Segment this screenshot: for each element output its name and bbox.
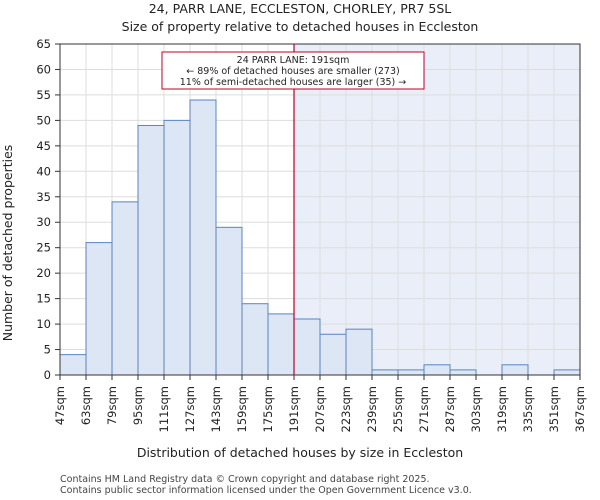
y-tick-label: 55 bbox=[36, 88, 51, 102]
y-tick-label: 45 bbox=[36, 139, 51, 153]
histogram-bar bbox=[293, 318, 321, 376]
x-tick-label: 271sqm bbox=[417, 386, 431, 432]
y-tick-label: 0 bbox=[44, 368, 51, 382]
annotation-smaller: ← 89% of detached houses are smaller (27… bbox=[186, 66, 399, 77]
histogram-bar bbox=[397, 369, 425, 376]
x-tick-label: 111sqm bbox=[157, 386, 171, 432]
y-tick-label: 65 bbox=[36, 37, 51, 51]
x-tick-label: 223sqm bbox=[339, 386, 353, 432]
x-tick-label: 255sqm bbox=[391, 386, 405, 432]
y-tick-label: 60 bbox=[36, 62, 51, 76]
x-tick-label: 335sqm bbox=[521, 386, 535, 432]
histogram-bar bbox=[59, 354, 87, 376]
histogram-bar bbox=[423, 364, 451, 376]
histogram-bar bbox=[267, 313, 295, 376]
histogram-bar bbox=[215, 226, 243, 376]
histogram-bar bbox=[371, 369, 399, 376]
x-tick-label: 159sqm bbox=[235, 386, 249, 432]
x-tick-label: 239sqm bbox=[365, 386, 379, 432]
histogram-bar bbox=[241, 303, 269, 376]
histogram-bar bbox=[163, 119, 191, 376]
histogram-bar bbox=[501, 364, 529, 376]
y-tick-label: 5 bbox=[44, 343, 51, 357]
x-tick-label: 319sqm bbox=[495, 386, 509, 432]
x-tick-label: 303sqm bbox=[469, 386, 483, 432]
annotation-box bbox=[161, 51, 425, 90]
x-tick-label: 207sqm bbox=[313, 386, 327, 432]
histogram-bar bbox=[553, 369, 581, 376]
highlight-region bbox=[294, 44, 580, 375]
histogram-bar bbox=[319, 333, 347, 376]
y-tick-label: 40 bbox=[36, 164, 51, 178]
histogram-bar bbox=[189, 99, 217, 376]
x-tick-label: 143sqm bbox=[209, 386, 223, 432]
chart-subtitle: Size of property relative to detached ho… bbox=[122, 19, 479, 34]
x-tick-label: 127sqm bbox=[183, 386, 197, 432]
x-tick-label: 47sqm bbox=[53, 386, 67, 425]
histogram-bar bbox=[345, 328, 373, 376]
y-tick-label: 10 bbox=[36, 317, 51, 331]
y-tick-label: 35 bbox=[36, 190, 51, 204]
y-tick-label: 15 bbox=[36, 292, 51, 306]
x-tick-label: 351sqm bbox=[547, 386, 561, 432]
footer-line-2: Contains public sector information licen… bbox=[60, 485, 472, 496]
histogram-bar bbox=[449, 369, 477, 376]
x-axis-label: Distribution of detached houses by size … bbox=[137, 445, 463, 460]
x-tick-label: 191sqm bbox=[287, 386, 301, 432]
y-tick-label: 30 bbox=[36, 215, 51, 229]
x-tick-label: 287sqm bbox=[443, 386, 457, 432]
annotation-title: 24 PARR LANE: 191sqm bbox=[237, 55, 350, 66]
chart-title: 24, PARR LANE, ECCLESTON, CHORLEY, PR7 5… bbox=[149, 1, 452, 16]
histogram-bar bbox=[137, 124, 165, 376]
annotation-larger: 11% of semi-detached houses are larger (… bbox=[180, 77, 407, 88]
x-tick-label: 367sqm bbox=[573, 386, 587, 432]
y-tick-label: 20 bbox=[36, 266, 51, 280]
y-tick-label: 50 bbox=[36, 113, 51, 127]
x-tick-label: 63sqm bbox=[79, 386, 93, 425]
footer-line-1: Contains HM Land Registry data © Crown c… bbox=[60, 474, 430, 485]
y-axis-label: Number of detached properties bbox=[0, 145, 15, 342]
histogram-bar bbox=[85, 242, 113, 376]
x-tick-label: 175sqm bbox=[261, 386, 275, 432]
x-tick-label: 95sqm bbox=[131, 386, 145, 425]
y-tick-label: 25 bbox=[36, 241, 51, 255]
x-tick-label: 79sqm bbox=[105, 386, 119, 425]
histogram-bar bbox=[111, 201, 139, 376]
